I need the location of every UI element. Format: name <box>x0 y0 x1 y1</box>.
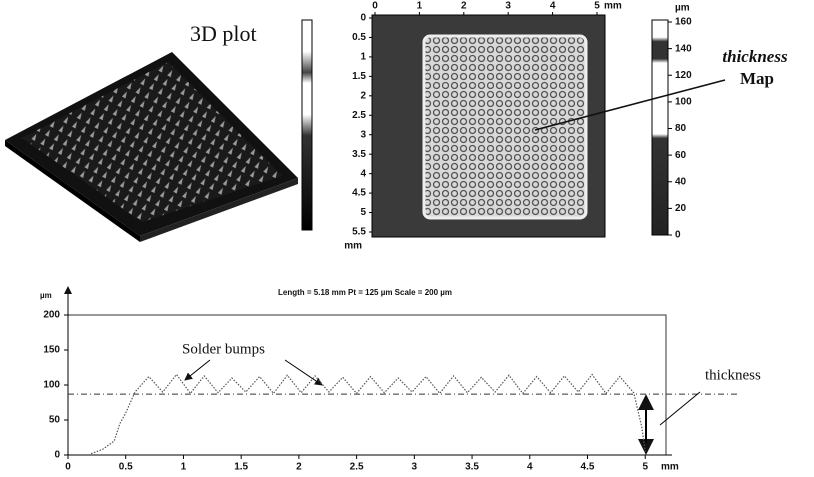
profile-chart: Length = 5.18 mm Pt = 125 µm Scale = 200… <box>40 287 761 473</box>
x-tick-label: 4 <box>550 1 556 12</box>
colorbar-tick-label: 80 <box>675 123 687 134</box>
page: {"plot3d_label": "3D plot", "chart_data"… <box>0 0 814 477</box>
annotation-arrow <box>285 360 322 385</box>
colorbar-tick-label: 60 <box>675 150 687 161</box>
plot-3d <box>5 20 312 242</box>
y-tick-label: 2.5 <box>352 110 366 121</box>
y-tick-label: 0 <box>54 450 60 461</box>
plot-frame <box>68 315 666 455</box>
y-tick-label: 2 <box>360 90 366 101</box>
y-tick-label: 3.5 <box>352 149 366 160</box>
y-unit: µm <box>40 291 52 300</box>
profile-line <box>91 375 645 454</box>
y-tick-label: 0.5 <box>352 32 366 43</box>
x-tick-label: 3 <box>505 1 511 12</box>
x-tick-label: 5 <box>642 462 648 473</box>
y-tick-label: 100 <box>43 380 60 391</box>
x-tick-label: 2.5 <box>350 462 364 473</box>
x-tick-label: 1 <box>181 462 187 473</box>
x-unit: mm <box>661 462 679 473</box>
chart-title: Length = 5.18 mm Pt = 125 µm Scale = 200… <box>278 288 452 297</box>
colorbar-tick-label: 20 <box>675 203 687 214</box>
x-tick-label: 1 <box>417 1 423 12</box>
x-tick-label: 5 <box>594 1 600 12</box>
colorbar-tick-label: 40 <box>675 176 687 187</box>
colorbar-tick-label: 160 <box>675 17 692 28</box>
x-tick-label: 0 <box>372 1 378 12</box>
y-tick-label: 50 <box>49 415 61 426</box>
y-tick-label: 200 <box>43 310 60 321</box>
y-unit: mm <box>344 241 362 252</box>
x-unit: mm <box>604 1 622 12</box>
x-tick-label: 1.5 <box>234 462 248 473</box>
x-tick-label: 2 <box>296 462 302 473</box>
x-tick-label: 4 <box>527 462 533 473</box>
y-tick-label: 1.5 <box>352 71 366 82</box>
y-tick-label: 3 <box>360 129 366 140</box>
x-tick-label: 2 <box>461 1 467 12</box>
y-tick-label: 5 <box>360 207 366 218</box>
colorbar-unit: µm <box>675 3 690 14</box>
y-tick-label: 5.5 <box>352 227 366 238</box>
colorbar-tick-label: 120 <box>675 70 692 81</box>
threshold-label: thickness <box>705 367 761 383</box>
x-tick-label: 4.5 <box>581 462 595 473</box>
colorbar-tick-label: 0 <box>675 230 681 241</box>
y-tick-label: 4 <box>360 168 366 179</box>
y-tick-label: 150 <box>43 345 60 356</box>
y-tick-label: 0 <box>360 13 366 24</box>
annotation-text: Map <box>740 69 774 88</box>
annotation-arrow <box>185 360 210 380</box>
annotation: Solder bumps <box>182 341 265 357</box>
y-tick-label: 4.5 <box>352 188 366 199</box>
colorbar-tick-label: 100 <box>675 97 692 108</box>
colorbar-tick-label: 140 <box>675 43 692 54</box>
thickness-map <box>372 15 668 237</box>
x-tick-label: 0.5 <box>119 462 133 473</box>
figure: 3D plot 0 1 2 3 4 5 mm 0 0.5 1 1.5 2 2.5 3 3.5 4 4.5 5 5.5… <box>0 0 814 477</box>
x-tick-label: 3 <box>412 462 418 473</box>
x-tick-label: 3.5 <box>465 462 479 473</box>
plot-3d-label: 3D plot <box>190 21 257 46</box>
y-tick-label: 1 <box>360 52 366 63</box>
x-tick-label: 0 <box>65 462 71 473</box>
annotation-text: thickness <box>722 47 788 66</box>
